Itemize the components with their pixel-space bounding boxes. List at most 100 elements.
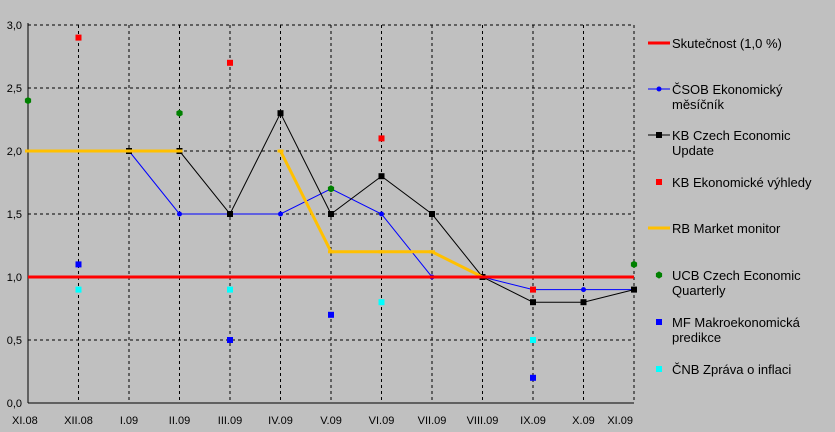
data-point xyxy=(177,211,182,217)
data-point xyxy=(378,299,385,306)
y-tick-label: 2,5 xyxy=(7,83,22,95)
legend-label: KB Ekonomické výhledy xyxy=(672,175,812,190)
y-tick-label: 1,5 xyxy=(7,209,22,221)
data-point xyxy=(25,149,31,153)
legend-swatch-graphic xyxy=(648,226,670,230)
legend-label: KB Czech Economic Update xyxy=(672,128,791,158)
data-point xyxy=(429,211,435,217)
y-tick-labels: 0,0 0,5 1,0 1,5 2,0 2,5 3,0 xyxy=(7,20,22,410)
data-point xyxy=(378,135,385,142)
x-tick-label: VI.09 xyxy=(369,415,395,427)
legend-item: RB Market monitor xyxy=(646,221,835,236)
series-5 xyxy=(24,97,638,268)
x-tick-label: VIII.09 xyxy=(467,415,499,427)
data-point xyxy=(378,173,385,180)
data-point xyxy=(378,250,385,254)
legend-swatch-graphic xyxy=(648,132,670,138)
legend-swatch xyxy=(646,315,672,329)
data-point xyxy=(379,211,384,217)
y-tick-label: 0,0 xyxy=(7,398,22,410)
legend-swatch xyxy=(646,128,672,142)
legend-marker xyxy=(656,319,662,325)
data-point xyxy=(580,299,587,306)
x-tick-label: IV.09 xyxy=(268,415,293,427)
legend-item: ČSOB Ekonomický měsíčník xyxy=(646,82,835,112)
legend-swatch xyxy=(646,175,672,189)
legend-marker xyxy=(656,132,662,138)
y-tick-label: 2,0 xyxy=(7,146,22,158)
legend-marker xyxy=(656,86,662,92)
data-point xyxy=(126,149,132,153)
y-tick-label: 1,0 xyxy=(7,272,22,284)
data-point xyxy=(631,286,637,293)
legend-swatch-graphic xyxy=(655,271,663,279)
legend-item: Skutečnost (1,0 %) xyxy=(646,36,835,51)
legend-marker xyxy=(656,179,662,185)
axes xyxy=(27,23,634,404)
x-tick-label: III.09 xyxy=(218,415,242,427)
data-point xyxy=(176,109,183,117)
legend-swatch xyxy=(646,362,672,376)
legend-marker xyxy=(656,366,662,372)
legend-item: KB Ekonomické výhledy xyxy=(646,175,835,190)
data-point xyxy=(75,34,82,41)
legend-swatch-graphic xyxy=(656,366,662,372)
x-tick-label: XI.08 xyxy=(12,415,38,427)
legend-marker xyxy=(656,226,662,230)
legend-label: RB Market monitor xyxy=(672,221,781,236)
x-tick-labels: XI.08 XII.08 I.09 II.09 III.09 IV.09 V.09 VI.09… xyxy=(12,415,633,427)
data-point xyxy=(227,337,233,343)
data-point xyxy=(227,59,233,66)
legend-label: ČSOB Ekonomický měsíčník xyxy=(672,82,783,112)
x-tick-label: II.09 xyxy=(169,415,190,427)
data-point xyxy=(328,211,334,217)
data-point xyxy=(75,286,82,293)
x-tick-label: XII.08 xyxy=(64,415,93,427)
data-point xyxy=(530,299,536,306)
x-tick-label: VII.09 xyxy=(418,415,447,427)
y-tick-label: 3,0 xyxy=(7,20,22,32)
x-tick-label: IX.09 xyxy=(520,415,546,427)
legend-label: UCB Czech Economic Quarterly xyxy=(672,268,801,298)
data-point xyxy=(75,149,82,153)
legend-label: MF Makroekonomická predikce xyxy=(672,315,800,345)
legend-item: ČNB Zpráva o inflaci xyxy=(646,362,835,377)
legend-swatch-graphic xyxy=(648,86,670,92)
data-point xyxy=(328,250,334,254)
x-tick-label: X.09 xyxy=(572,415,595,427)
legend-marker xyxy=(655,271,663,279)
series-6 xyxy=(75,261,536,381)
data-point xyxy=(429,250,435,254)
data-point xyxy=(176,149,183,153)
legend: Skutečnost (1,0 %) ČSOB Ekonomický měsíčn… xyxy=(646,0,835,432)
legend-swatch xyxy=(646,268,672,282)
data-point xyxy=(327,185,335,193)
x-tick-label: XI.09 xyxy=(607,415,633,427)
legend-swatch-graphic xyxy=(648,41,670,45)
legend-swatch-graphic xyxy=(656,319,662,325)
data-point xyxy=(530,286,536,293)
legend-swatch xyxy=(646,221,672,235)
data-point xyxy=(630,260,638,268)
y-tick-label: 0,5 xyxy=(7,335,22,347)
legend-label: Skutečnost (1,0 %) xyxy=(672,36,782,51)
legend-item: UCB Czech Economic Quarterly xyxy=(646,268,835,298)
legend-swatch-graphic xyxy=(656,179,662,185)
data-point xyxy=(581,287,586,293)
data-point xyxy=(75,261,82,268)
data-point xyxy=(277,110,284,117)
data-point xyxy=(278,211,283,217)
legend-item: KB Czech Economic Update xyxy=(646,128,835,158)
data-point xyxy=(277,149,284,153)
data-point xyxy=(328,311,334,318)
data-point xyxy=(227,211,233,217)
data-point xyxy=(530,337,536,343)
series-layer xyxy=(24,34,638,381)
series-3 xyxy=(75,34,536,293)
legend-swatch xyxy=(646,36,672,50)
x-tick-label: I.09 xyxy=(120,415,138,427)
legend-item: MF Makroekonomická predikce xyxy=(646,315,835,345)
series-7 xyxy=(75,286,536,343)
data-point xyxy=(24,97,32,105)
